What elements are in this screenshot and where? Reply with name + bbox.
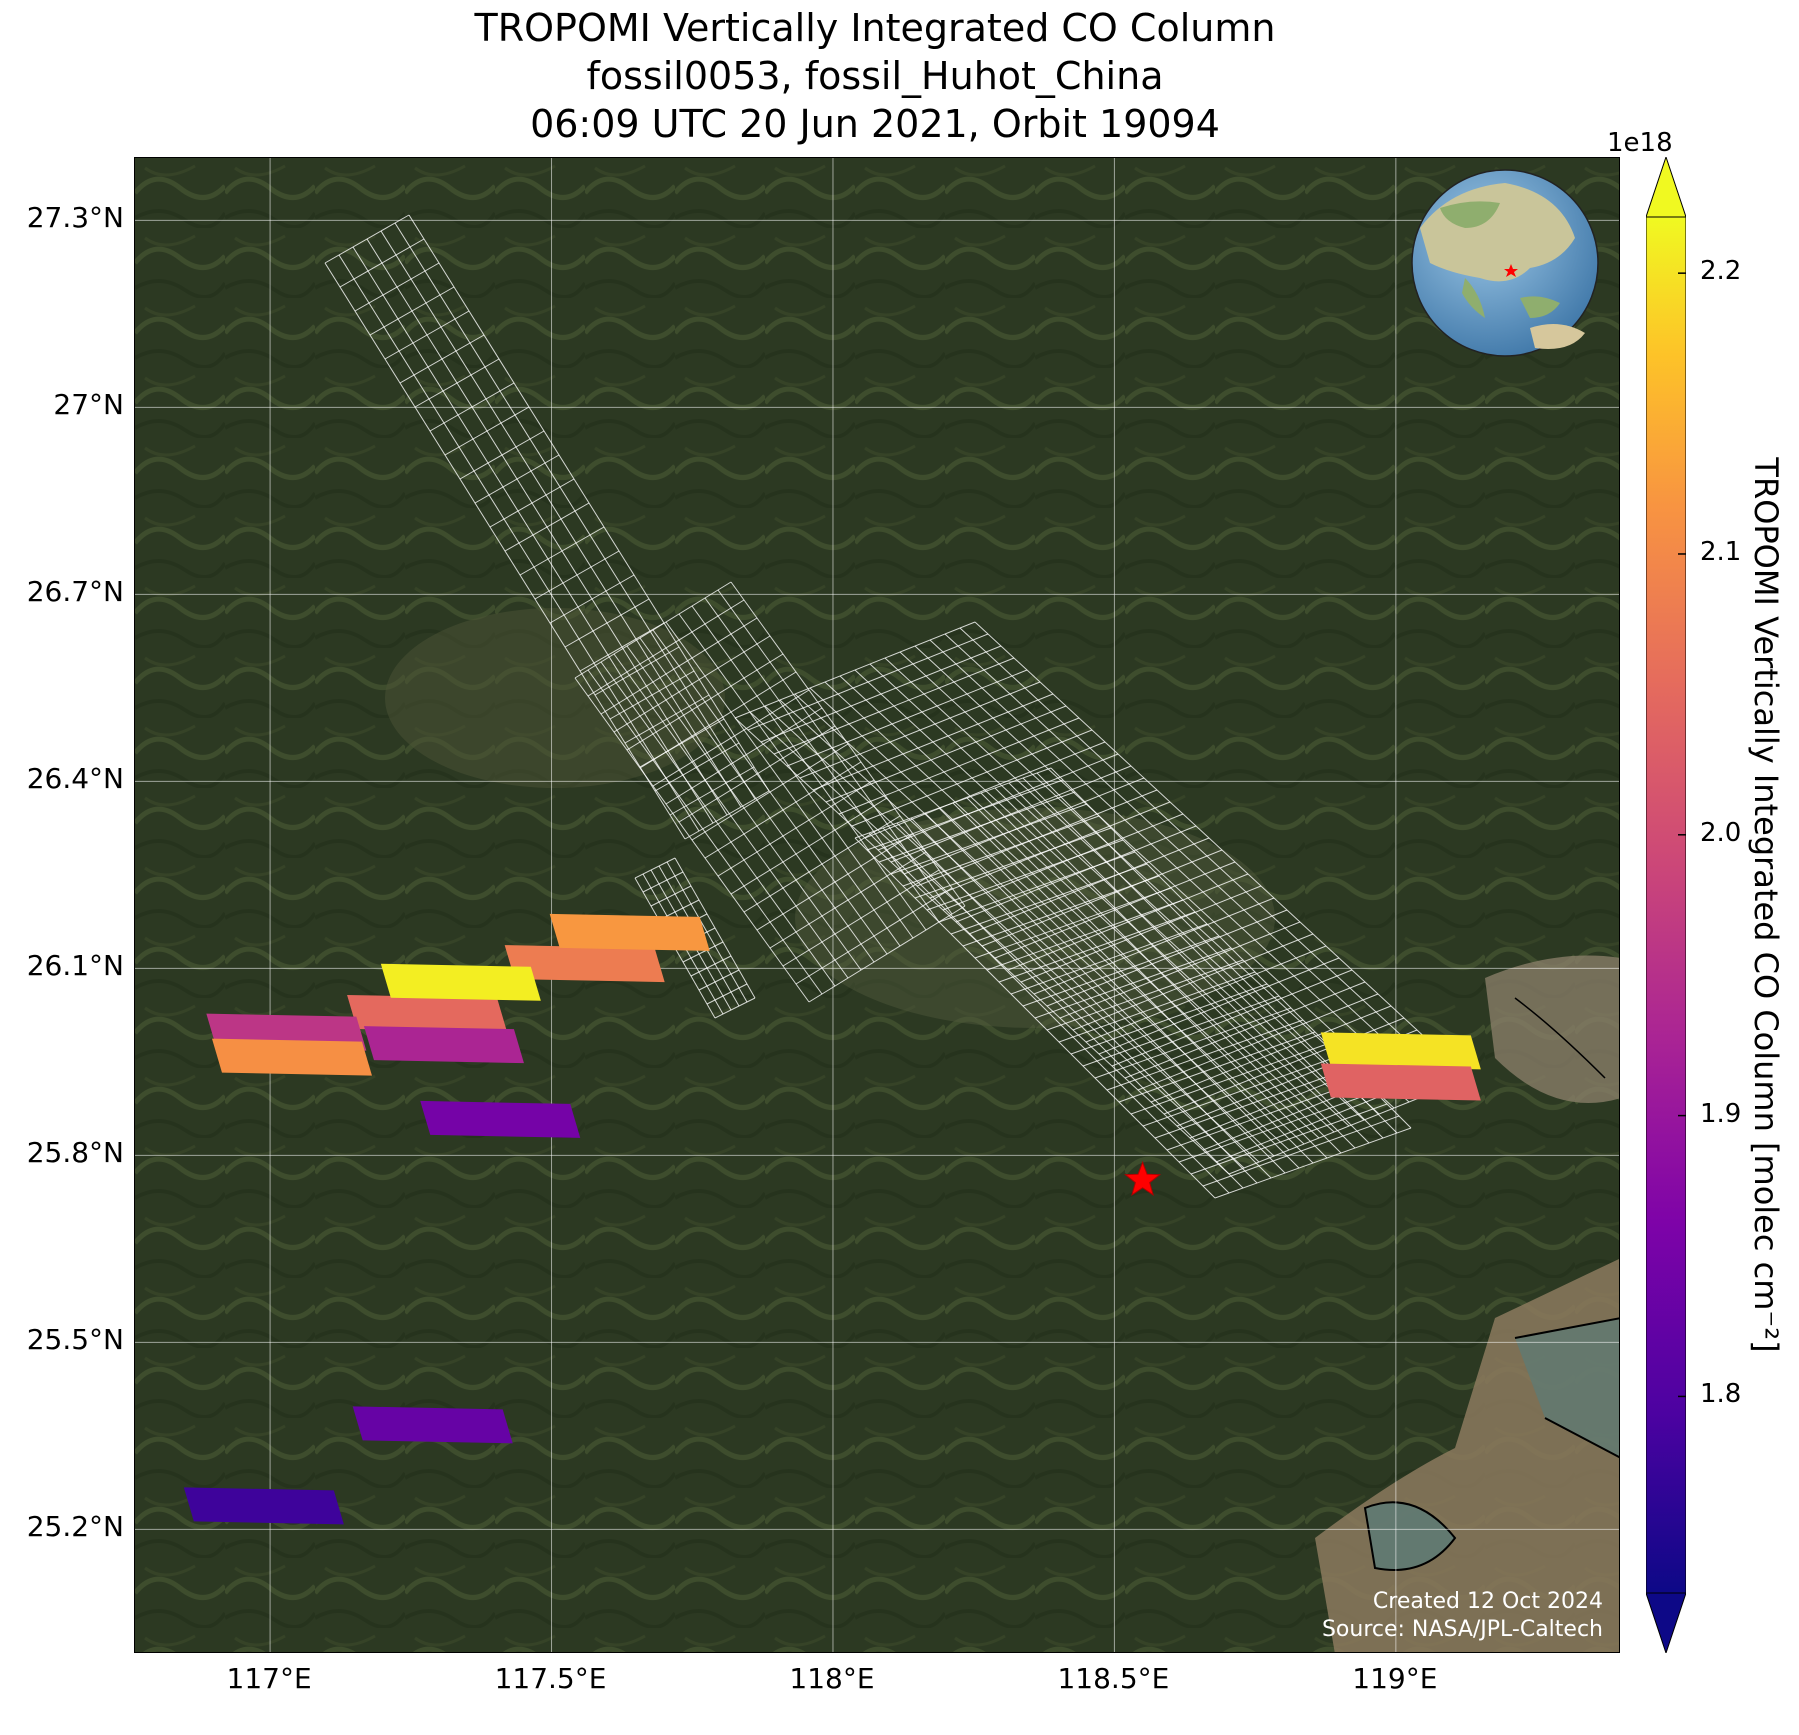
credit-source: Source: NASA/JPL-Caltech [1321,1617,1603,1642]
footprint-cell-edge [706,983,748,1005]
footprint-cell-edge [714,997,756,1019]
footprint-cell-edge [994,787,1356,1149]
title-line-3: 06:09 UTC 20 Jun 2021, Orbit 19094 [530,102,1220,146]
co-pixel[interactable] [1320,1063,1481,1101]
footprint-cell-edge [366,238,728,816]
footprint-cell-edge [324,262,686,840]
colorbar-label: TROPOMI Vertically Integrated CO Column … [1747,457,1785,1353]
colorbar-tick-label: 1.8 [1700,1379,1742,1410]
footprint-cell-edge [910,817,1272,1179]
footprint-cell-edge [929,639,1425,1097]
footprint-cell-edge [809,687,1305,1145]
lat-tick-label: 25.5°N [26,1323,124,1357]
footprint-cell-edge [966,797,1328,1159]
title-line-1: TROPOMI Vertically Integrated CO Column [474,6,1276,50]
footprint-cell-edge [600,661,836,987]
footprint-cell-edge [691,605,927,931]
footprint-cell-edge [613,653,849,979]
co-pixel[interactable] [352,1406,513,1444]
footprint-cell-edge [642,871,684,893]
lat-tick-label: 27°N [53,388,124,422]
footprint-cell-edge [1022,777,1384,1139]
footprint-cell-edge [938,807,1300,1169]
footprint-cell-edge [974,621,1470,1079]
lat-tick-label: 26.1°N [26,949,124,983]
globe-site-marker [1504,264,1518,277]
lat-tick-label: 26.4°N [26,762,124,796]
footprint-cell-edge [824,681,1320,1139]
footprint-cell-edge [914,645,1410,1103]
footprint-cell-edge [717,589,953,915]
co-pixel[interactable] [347,994,508,1032]
lat-tick-label: 25.8°N [26,1136,124,1170]
lon-tick-label: 118.5°E [1057,1662,1170,1695]
lat-tick-label: 25.2°N [26,1510,124,1544]
colorbar-tick-label: 2.1 [1700,536,1742,567]
co-pixel[interactable] [549,913,710,951]
footprint-cell-edge [634,857,676,879]
credit-created: Created 12 Oct 2024 [1372,1589,1603,1614]
colorbar-tick-label: 2.2 [1700,256,1742,287]
footprint-cell-edge [650,885,692,907]
footprint-cell-edge [674,857,756,999]
co-pixel[interactable] [380,963,541,1001]
footprint-cell-edge [924,812,1286,1174]
colorbar-tick-label: 1.9 [1700,1098,1742,1129]
footprint-cell-edge [794,693,1290,1151]
colorbar-tick-label: 2.0 [1700,817,1742,848]
footprint-cell-edge [698,969,740,991]
co-pixel[interactable] [363,1026,524,1064]
footprint-cell-edge [587,669,823,995]
footprint-cell-edge [944,633,1440,1091]
lon-tick-label: 117°E [226,1662,312,1695]
co-pixel[interactable] [1320,1032,1481,1070]
inset-globe [1411,169,1599,357]
footprint-cell-edge [1008,782,1370,1144]
footprint-cell-edge [394,222,756,800]
footprint-cell-edge [380,230,742,808]
footprint-cell-edge [678,613,914,939]
lon-tick-label: 117.5°E [494,1662,607,1695]
footprint-cell-edge [749,711,1245,1169]
footprint-cell-edge [352,246,714,824]
lat-tick-label: 26.7°N [26,575,124,609]
lon-tick-label: 119°E [1352,1662,1438,1695]
footprint-cell-edge [764,705,1260,1163]
footprint-cell-edge [408,214,770,792]
colorbar-exponent: 1e18 [1607,128,1673,158]
footprint-cell-edge [882,827,1244,1189]
colorbar [1646,157,1686,1653]
satellite-basemap [135,158,1619,1652]
co-pixel[interactable] [504,945,665,983]
footprint-cell-edge [704,597,940,923]
footprint-cell-edge [690,955,732,977]
footprint-cell-edge [338,254,700,832]
footprint-cell-edge [839,675,1335,1133]
footprint-cell-edge [896,822,1258,1184]
footprint-cell-edge [652,629,888,955]
footprint-cell-edge [952,802,1314,1164]
footprint-cell-edge [980,792,1342,1154]
footprint-cell-edge [959,627,1455,1085]
footprint-cell-edge [734,621,976,719]
figure-title: TROPOMI Vertically Integrated CO Column … [130,4,1620,148]
map-panel[interactable]: Created 12 Oct 2024 Source: NASA/JPL-Cal… [134,157,1620,1653]
co-pixel[interactable] [183,1487,344,1525]
footprint-cell-edge [665,621,901,947]
footprint-cell-edge [854,837,1216,1199]
lat-tick-label: 27.3°N [26,201,124,235]
footprint-cell-edge [639,637,875,963]
footprint-cell-edge [626,645,862,971]
footprint-cell-edge [854,669,1350,1127]
footprint-cell-edge [574,677,810,1003]
footprint-cell-edge [868,832,1230,1194]
lon-tick-label: 118°E [789,1662,875,1695]
co-pixel[interactable] [211,1038,372,1076]
footprint-cell-edge [682,941,724,963]
co-pixel[interactable] [420,1100,581,1138]
site-star-marker[interactable] [1124,1160,1162,1196]
footprint-cell-edge [666,861,748,1003]
title-line-2: fossil0053, fossil_Huhot_China [586,54,1164,98]
